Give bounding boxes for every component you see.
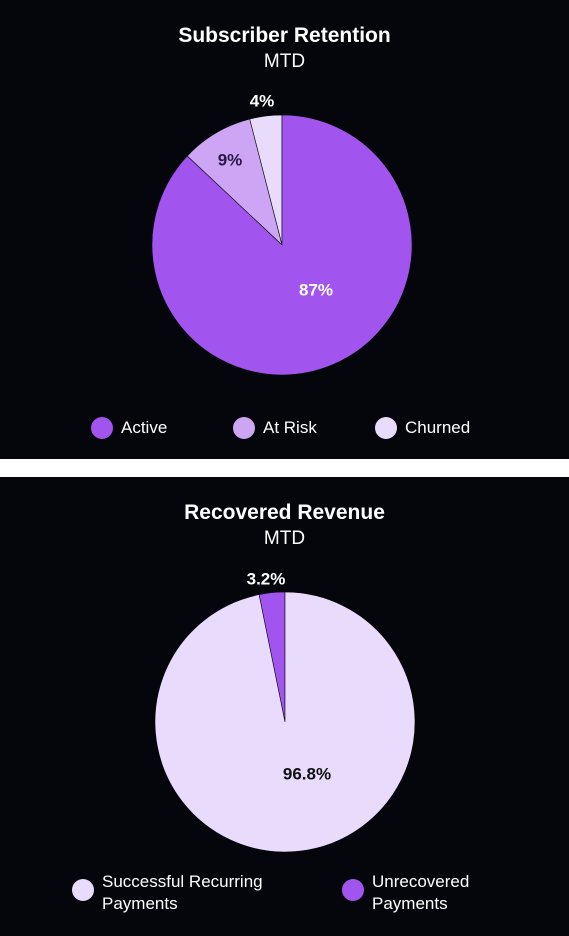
chart-title: Subscriber Retention <box>178 24 391 47</box>
legend-item-successful-payments: Successful Recurring Payments <box>72 871 292 915</box>
data-label-unrecovered-payments: 3.2% <box>247 569 286 588</box>
legend-swatch <box>342 879 364 901</box>
chart-subtitle: MTD <box>263 528 306 549</box>
pie-slice-successful-recurring-payments <box>154 591 416 853</box>
chart-title: Recovered Revenue <box>184 501 385 524</box>
legend-item-at-risk: At Risk <box>233 417 317 439</box>
data-label-active: 87% <box>299 280 333 299</box>
legend-label: Successful Recurring Payments <box>102 872 263 913</box>
legend-label: At Risk <box>263 418 317 437</box>
revenue-pie-chart: 96.8% 3.2% <box>154 569 416 853</box>
retention-pie-chart: 87% 9% 4% <box>151 91 413 376</box>
legend-label: Unrecovered Payments <box>372 872 470 913</box>
legend-swatch <box>233 417 255 439</box>
legend-label: Churned <box>405 418 471 437</box>
data-label-successful-recurring-payments: 96.8% <box>283 764 331 783</box>
legend-swatch <box>72 879 94 901</box>
recovered-revenue-card: Recovered Revenue MTD 96.8% 3.2% Successf… <box>0 477 569 936</box>
pie-slice-active <box>151 114 413 376</box>
legend-swatch <box>91 417 113 439</box>
legend-item-unrecovered-payments: Unrecovered Payments <box>342 871 492 915</box>
subscriber-retention-card: Subscriber Retention MTD 87% 9% 4% Active … <box>0 0 569 459</box>
data-label-churned: 4% <box>250 91 275 110</box>
data-label-at-risk: 9% <box>218 150 243 169</box>
legend-label: Active <box>121 418 168 437</box>
legend-item-active: Active <box>91 417 167 439</box>
legend-item-churned: Churned <box>375 417 470 439</box>
legend-swatch <box>375 417 397 439</box>
chart-subtitle: MTD <box>263 51 306 72</box>
